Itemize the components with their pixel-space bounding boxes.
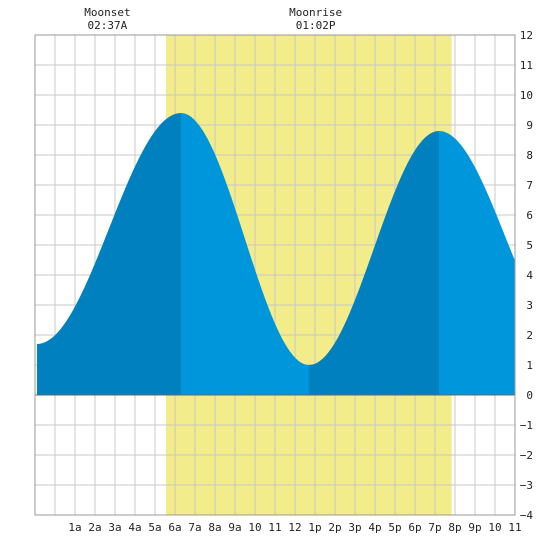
x-tick-label: 8a (208, 521, 221, 534)
y-tick-label: −2 (520, 449, 533, 462)
moon-event-label: Moonset (84, 6, 130, 19)
x-tick-label: 12 (288, 521, 301, 534)
x-tick-label: 1p (308, 521, 321, 534)
y-tick-label: −1 (520, 419, 533, 432)
moon-event-label: Moonrise (289, 6, 342, 19)
rising-tide-area (309, 131, 439, 395)
x-tick-label: 11 (508, 521, 521, 534)
x-tick-label: 2a (88, 521, 101, 534)
y-tick-label: 4 (526, 269, 533, 282)
falling-tide-area (439, 131, 515, 395)
x-tick-label: 5p (388, 521, 401, 534)
x-tick-label: 6p (408, 521, 421, 534)
moon-event-time: 01:02P (296, 19, 336, 32)
y-tick-label: 3 (526, 299, 533, 312)
x-tick-label: 6a (168, 521, 181, 534)
x-tick-label: 7a (188, 521, 201, 534)
y-tick-label: 5 (526, 239, 533, 252)
x-tick-label: 2p (328, 521, 341, 534)
tide-area-layer (37, 113, 515, 395)
rising-tide-area (37, 113, 181, 395)
x-tick-label: 10 (488, 521, 501, 534)
x-tick-label: 9a (228, 521, 241, 534)
x-tick-label: 1a (68, 521, 81, 534)
y-tick-label: 2 (526, 329, 533, 342)
x-tick-label: 5a (148, 521, 161, 534)
y-tick-label: 9 (526, 119, 533, 132)
y-tick-label: 0 (526, 389, 533, 402)
y-tick-label: −4 (520, 509, 534, 522)
moon-event-time: 02:37A (88, 19, 128, 32)
x-tick-labels: 1a 2a 3a 4a 5a 6a 7a 8a 9a 10 11 12 1p 2p 3p 4p 5p 6p 7p 8p… (68, 521, 521, 534)
y-tick-label: 8 (526, 149, 533, 162)
x-tick-label: 9p (468, 521, 481, 534)
x-tick-label: 3p (348, 521, 361, 534)
x-tick-label: 4a (128, 521, 141, 534)
y-tick-label: 7 (526, 179, 533, 192)
x-tick-label: 8p (448, 521, 461, 534)
x-tick-label: 3a (108, 521, 121, 534)
y-tick-label: 6 (526, 209, 533, 222)
y-tick-label: 1 (526, 359, 533, 372)
x-tick-label: 10 (248, 521, 261, 534)
y-tick-label: 11 (520, 59, 533, 72)
y-tick-label: −3 (520, 479, 533, 492)
x-tick-label: 11 (268, 521, 281, 534)
x-tick-label: 4p (368, 521, 381, 534)
y-tick-label: 12 (520, 29, 533, 42)
x-tick-label: 7p (428, 521, 441, 534)
y-tick-label: 10 (520, 89, 533, 102)
plot-frame (34, 34, 516, 516)
falling-tide-area (181, 113, 309, 395)
